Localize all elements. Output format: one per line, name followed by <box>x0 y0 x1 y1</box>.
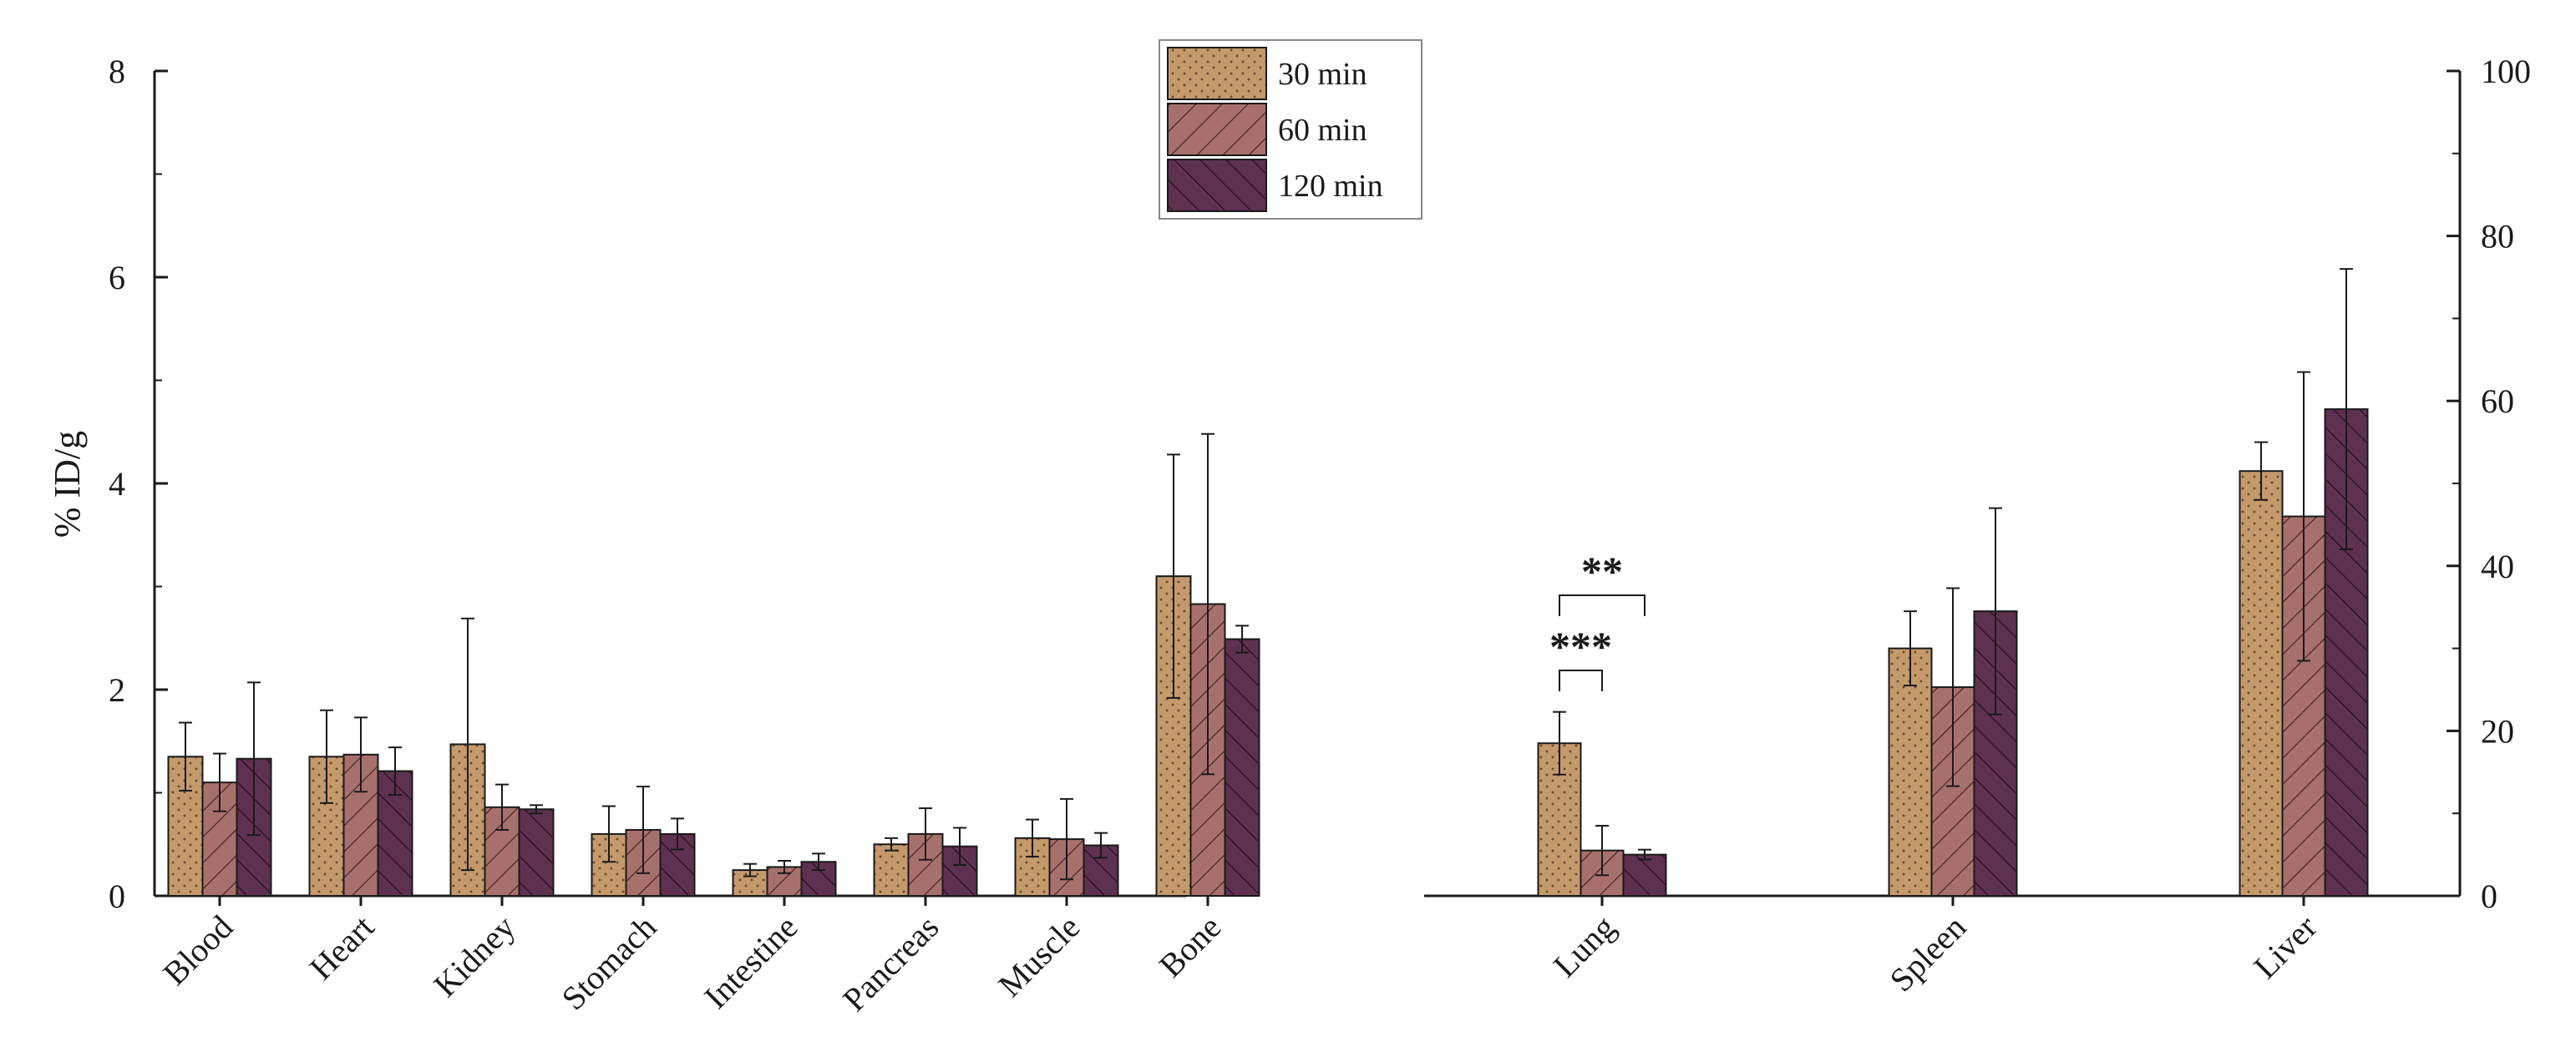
category-label: Bone <box>1152 908 1229 985</box>
category-label: Spleen <box>1883 908 1974 999</box>
category-label: Blood <box>155 908 240 993</box>
legend-label: 30 min <box>1278 57 1367 92</box>
legend-swatch <box>1167 159 1267 212</box>
bar <box>1224 638 1260 897</box>
legend-swatch <box>1167 47 1267 100</box>
y-tick-label: 100 <box>2481 53 2531 90</box>
legend-label: 60 min <box>1278 113 1367 148</box>
y-tick-label: 8 <box>109 53 125 90</box>
legend: 30 min 60 min 120 min <box>1159 39 1422 220</box>
y-tick-label: 80 <box>2481 218 2514 255</box>
y-tick-label: 6 <box>109 259 125 296</box>
bar <box>518 808 555 898</box>
significance-annotations: ***** <box>1549 548 1645 691</box>
y-tick-label: 0 <box>109 877 125 915</box>
error-bars <box>179 268 2353 881</box>
category-label: Pancreas <box>835 908 946 1019</box>
category-labels: Blood Heart Kidney Stomach Intestine Pancreas… <box>155 896 2324 1019</box>
bar <box>2239 470 2284 897</box>
y-tick-label: 2 <box>109 671 125 709</box>
category-label: Lung <box>1546 908 1623 985</box>
significance-label: *** <box>1549 623 1612 670</box>
significance-label: ** <box>1581 548 1623 594</box>
category-label: Heart <box>302 908 382 988</box>
category-label: Kidney <box>426 908 522 1004</box>
significance-bracket <box>1559 594 1645 616</box>
bars <box>167 408 2369 898</box>
category-label: Stomach <box>555 908 664 1018</box>
legend-swatch <box>1167 103 1267 156</box>
y-tick-label: 4 <box>109 465 125 503</box>
category-label: Liver <box>2246 908 2324 986</box>
legend-label: 120 min <box>1278 169 1383 204</box>
category-label: Muscle <box>991 908 1087 1004</box>
significance-bracket <box>1559 670 1603 691</box>
y-axis-title: % ID/g <box>47 431 88 538</box>
bar <box>167 756 204 898</box>
y-tick-label: 20 <box>2481 712 2514 750</box>
y-tick-label: 60 <box>2481 382 2514 420</box>
bar <box>1622 853 1667 897</box>
y-tick-label: 0 <box>2481 877 2497 915</box>
bar <box>873 843 910 897</box>
category-label: Intestine <box>697 908 804 1016</box>
y-tick-label: 40 <box>2481 548 2514 585</box>
